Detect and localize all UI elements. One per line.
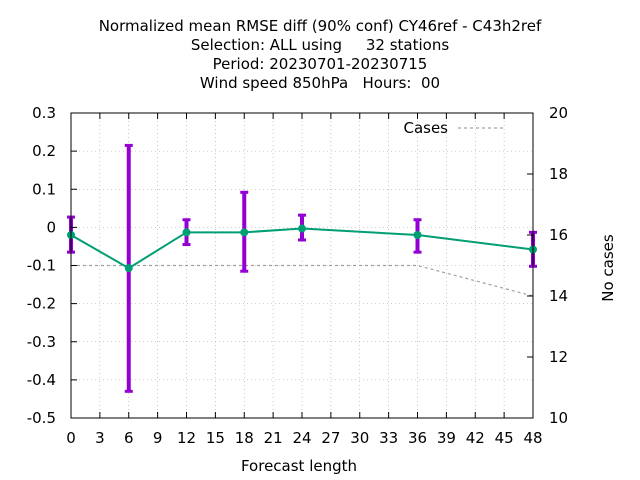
cases-line xyxy=(71,264,534,297)
data-point xyxy=(182,228,191,237)
y-tick-label: 0.2 xyxy=(32,142,56,160)
chart-title-line-3: Period: 20230701-20230715 xyxy=(212,55,428,73)
y2-tick-label: 18 xyxy=(549,165,568,183)
y2-axis-label: No cases xyxy=(599,234,617,302)
legend-label-cases: Cases xyxy=(403,119,448,137)
x-tick-label: 15 xyxy=(206,429,225,447)
y-tick-label: -0.1 xyxy=(27,257,56,275)
chart-title-line-4: Wind speed 850hPa Hours: 00 xyxy=(199,74,441,92)
x-tick-label: 24 xyxy=(292,429,311,447)
rmse-diff-series xyxy=(67,224,537,273)
x-tick-label: 18 xyxy=(235,429,254,447)
y2-tick-label: 12 xyxy=(549,348,568,366)
x-tick-label: 33 xyxy=(379,429,398,447)
y-tick-label: 0.3 xyxy=(32,104,56,122)
y-tick-label: -0.3 xyxy=(27,333,56,351)
chart-title-line-1: Normalized mean RMSE diff (90% conf) CY4… xyxy=(98,17,542,35)
y2-tick-label: 16 xyxy=(549,226,568,244)
x-tick-label: 42 xyxy=(466,429,485,447)
x-tick-label: 9 xyxy=(153,429,163,447)
x-tick-label: 36 xyxy=(408,429,427,447)
y2-tick-label: 20 xyxy=(549,104,568,122)
y-tick-label: -0.4 xyxy=(27,371,56,389)
y2-tick-label: 14 xyxy=(549,287,568,305)
x-tick-label: 6 xyxy=(124,429,134,447)
x-tick-label: 0 xyxy=(66,429,76,447)
x-tick-label: 27 xyxy=(321,429,340,447)
error-bars xyxy=(67,143,537,393)
y2-tick-label: 10 xyxy=(549,409,568,427)
data-point xyxy=(240,228,249,237)
y-tick-label: 0.1 xyxy=(32,180,56,198)
x-tick-label: 39 xyxy=(437,429,456,447)
axes: 0 3 6 9 12 15 18 21 24 27 30 33 36 39 42 45 480.30.20.10… xyxy=(27,104,568,447)
data-point xyxy=(298,224,306,233)
x-tick-label: 3 xyxy=(95,429,105,447)
x-tick-label: 12 xyxy=(177,429,196,447)
chart-title-line-2: Selection: ALL using 32 stations xyxy=(190,36,450,54)
y-tick-label: -0.2 xyxy=(27,295,56,313)
y-tick-label: 0 xyxy=(46,218,56,236)
x-tick-label: 21 xyxy=(264,429,283,447)
legend: Cases xyxy=(403,119,506,137)
x-axis-label: Forecast length xyxy=(241,457,357,475)
data-point xyxy=(124,264,133,273)
x-tick-label: 45 xyxy=(495,429,514,447)
data-point xyxy=(413,231,422,239)
x-tick-label: 48 xyxy=(523,429,542,447)
cases-series xyxy=(71,264,534,297)
y-tick-label: -0.5 xyxy=(27,409,56,427)
x-tick-label: 30 xyxy=(350,429,369,447)
